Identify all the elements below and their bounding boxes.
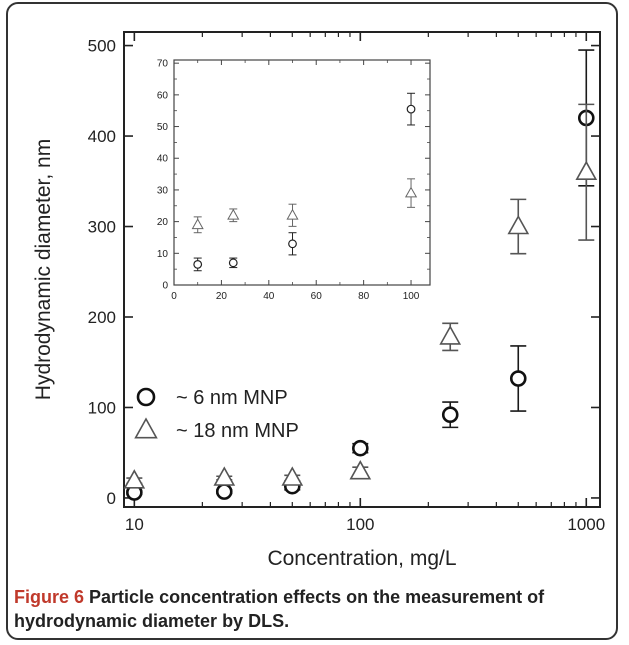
main-point-18nm: [123, 469, 146, 489]
main-ytick-label: 100: [88, 398, 116, 417]
main-ytick-label: 200: [88, 308, 116, 327]
inset-point-6nm: [228, 258, 238, 268]
inset-point-18nm: [404, 186, 418, 198]
caption-label: Figure 6: [14, 587, 85, 607]
inset-point-18nm: [227, 208, 240, 220]
inset-point-18nm: [286, 208, 299, 220]
main-xtick-label: 100: [346, 515, 374, 534]
main-point-18nm: [439, 325, 462, 345]
main-ytick-label: 400: [88, 127, 116, 146]
inset-xtick-label: 20: [216, 291, 228, 302]
main-point-18nm: [213, 466, 236, 486]
inset-point-18nm: [191, 218, 204, 230]
caption-text: Particle concentration effects on the me…: [14, 587, 545, 631]
inset-point-6nm: [406, 104, 416, 114]
inset-xtick-label: 80: [358, 291, 370, 302]
main-ytick-label: 0: [107, 489, 116, 508]
legend-label-6nm: ~ 6 nm MNP: [176, 387, 288, 409]
inset-ytick-label: 70: [157, 59, 169, 70]
inset-point-6nm: [288, 239, 297, 249]
inset-ytick-label: 40: [157, 154, 169, 165]
inset-xtick-label: 60: [311, 291, 323, 302]
inset-background: [173, 59, 431, 286]
main-point-18nm: [349, 460, 372, 480]
inset-xtick-label: 40: [263, 291, 275, 302]
main-plot-area: [123, 31, 601, 508]
inset-ytick-label: 50: [157, 122, 169, 133]
main-ytick-label: 500: [88, 37, 116, 56]
main-point-18nm: [281, 466, 304, 486]
main-point-18nm: [575, 160, 598, 180]
inset-point-6nm: [193, 260, 203, 269]
legend-marker-6nm: [136, 387, 156, 407]
main-point-6nm: [441, 406, 459, 424]
legend-label-18nm: ~ 18 nm MNP: [176, 420, 299, 442]
inset-xtick-label: 100: [403, 291, 420, 302]
main-xtick-label: 10: [125, 515, 144, 534]
main-point-6nm: [509, 370, 527, 387]
main-xtick-label: 1000: [567, 515, 605, 534]
inset-ytick-label: 30: [157, 185, 169, 196]
main-x-axis-label: Concentration, mg/L: [267, 547, 456, 570]
main-point-6nm: [352, 439, 369, 457]
main-point-6nm: [215, 483, 233, 500]
inset-plot-area: [173, 59, 431, 286]
legend-marker-18nm: [134, 417, 158, 439]
inset-ytick-label: 20: [157, 217, 169, 228]
inset-ytick-label: 60: [157, 90, 169, 101]
figure-caption: Figure 6 Particle concentration effects …: [14, 585, 614, 633]
inset-ytick-label: 0: [162, 281, 168, 292]
inset-xtick-label: 0: [171, 291, 177, 302]
inset-ytick-label: 10: [157, 249, 169, 260]
main-y-axis-label: Hydrodynamic diameter, nm: [32, 139, 55, 400]
main-ytick-label: 300: [88, 218, 116, 237]
main-point-18nm: [507, 214, 530, 235]
